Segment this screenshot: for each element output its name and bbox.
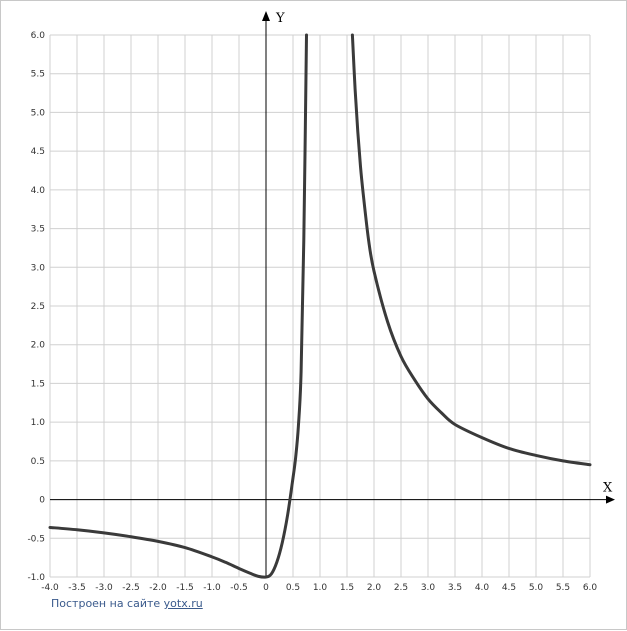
tick-labels: -4.0 -3.5 -3.0 -2.5 -2.0 -1.5 -1.0 -0.5 0 0.5 1.0 1… (27, 31, 597, 593)
y-tick-label: 0.5 (31, 457, 45, 467)
x-tick-label: 5.5 (556, 583, 570, 593)
x-tick-label: -2.5 (122, 583, 140, 593)
x-tick-label: 3.0 (421, 583, 436, 593)
x-axis-label: X (603, 481, 613, 496)
credit-link[interactable]: yotx.ru (163, 597, 203, 610)
y-tick-label: 1.5 (31, 379, 45, 389)
curve-segment (350, 33, 592, 467)
credit-line: Построен на сайте yotx.ru (51, 597, 203, 610)
y-tick-label: 2.5 (31, 302, 45, 312)
axes: XY (50, 11, 615, 577)
y-tick-label: 1.0 (31, 418, 46, 428)
curve-segment (48, 33, 308, 579)
x-tick-label: -4.0 (41, 583, 59, 593)
y-tick-label: -0.5 (27, 534, 45, 544)
y-axis-arrow (262, 11, 270, 21)
x-tick-label: 0.5 (286, 583, 300, 593)
y-tick-label: 5.0 (31, 108, 46, 118)
curves (48, 33, 592, 579)
x-tick-label: 1.0 (313, 583, 328, 593)
y-tick-label: 5.5 (31, 70, 45, 80)
y-axis-label: Y (275, 11, 285, 26)
y-tick-label: 3.5 (31, 225, 45, 235)
x-tick-label: 6.0 (583, 583, 598, 593)
credit-text: Построен на сайте (51, 597, 164, 610)
x-tick-label: 1.5 (340, 583, 354, 593)
x-tick-label: -1.0 (203, 583, 221, 593)
x-axis-arrow (606, 495, 615, 504)
x-tick-label: 2.5 (394, 583, 408, 593)
y-tick-label: 3.0 (31, 263, 46, 273)
y-tick-label: 4.0 (31, 186, 46, 196)
x-tick-label: -1.5 (176, 583, 194, 593)
y-tick-label: 0 (39, 496, 45, 506)
x-tick-label: 2.0 (367, 583, 382, 593)
y-tick-label: 6.0 (31, 31, 46, 41)
x-tick-label: 4.5 (502, 583, 516, 593)
y-tick-label: -1.0 (27, 573, 45, 583)
x-tick-label: -2.0 (149, 583, 167, 593)
y-tick-label: 2.0 (31, 341, 46, 351)
x-tick-label: 0 (263, 583, 269, 593)
y-tick-label: 4.5 (31, 147, 45, 157)
x-tick-label: 4.0 (475, 583, 490, 593)
x-tick-label: -3.0 (95, 583, 113, 593)
x-tick-label: -0.5 (230, 583, 248, 593)
grid (49, 34, 591, 578)
x-tick-label: 3.5 (448, 583, 462, 593)
x-tick-label: 5.0 (529, 583, 544, 593)
x-tick-label: -3.5 (68, 583, 86, 593)
